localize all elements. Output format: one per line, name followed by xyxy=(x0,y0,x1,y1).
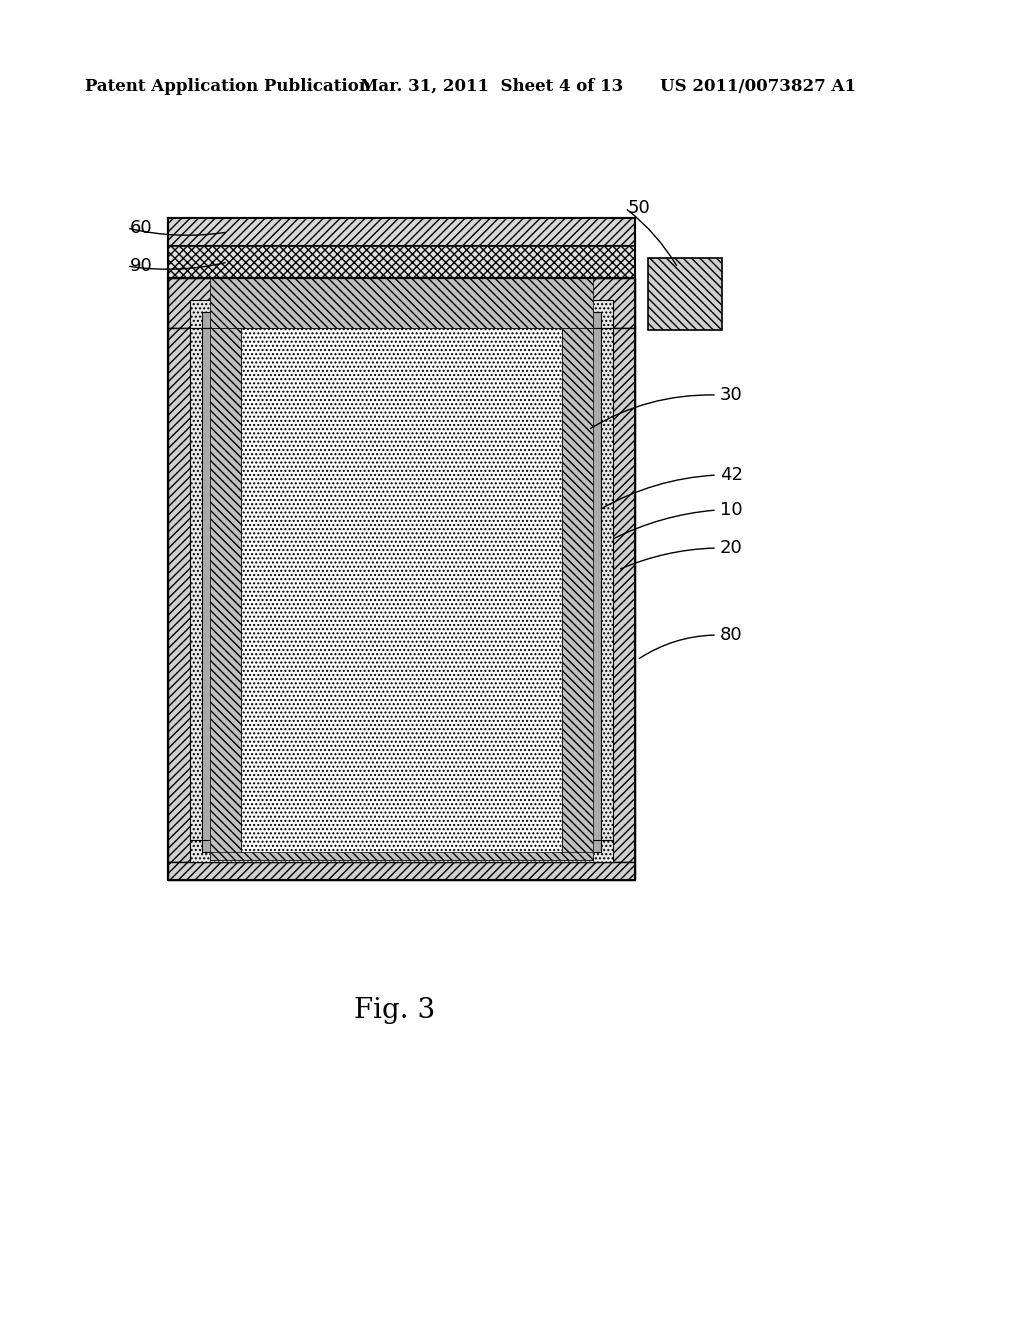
Bar xyxy=(542,327,613,840)
Bar xyxy=(202,312,601,327)
Text: 30: 30 xyxy=(720,385,742,404)
Bar xyxy=(202,327,249,851)
Bar xyxy=(190,300,613,327)
Bar xyxy=(168,218,635,246)
Bar xyxy=(210,279,593,327)
Text: 50: 50 xyxy=(628,199,650,216)
Text: 42: 42 xyxy=(720,466,743,484)
Text: 60: 60 xyxy=(130,219,153,238)
Bar xyxy=(190,840,613,862)
Bar xyxy=(168,279,635,880)
Bar xyxy=(168,327,283,862)
Bar xyxy=(210,851,593,861)
Text: 90: 90 xyxy=(130,257,153,275)
Bar xyxy=(241,327,562,861)
Bar xyxy=(554,327,601,851)
Bar xyxy=(210,327,241,861)
Bar xyxy=(168,862,635,880)
Bar xyxy=(520,327,635,862)
Text: 10: 10 xyxy=(720,502,742,519)
Bar xyxy=(210,319,593,327)
Bar xyxy=(168,279,635,327)
Text: 20: 20 xyxy=(720,539,742,557)
Text: US 2011/0073827 A1: US 2011/0073827 A1 xyxy=(660,78,856,95)
Text: Patent Application Publication: Patent Application Publication xyxy=(85,78,371,95)
Bar xyxy=(562,327,593,861)
Bar xyxy=(202,840,601,851)
Text: Mar. 31, 2011  Sheet 4 of 13: Mar. 31, 2011 Sheet 4 of 13 xyxy=(360,78,624,95)
Bar xyxy=(190,327,261,840)
Text: 80: 80 xyxy=(720,626,742,644)
Bar xyxy=(168,246,635,279)
Bar xyxy=(648,257,722,330)
Text: Fig. 3: Fig. 3 xyxy=(354,997,435,1023)
